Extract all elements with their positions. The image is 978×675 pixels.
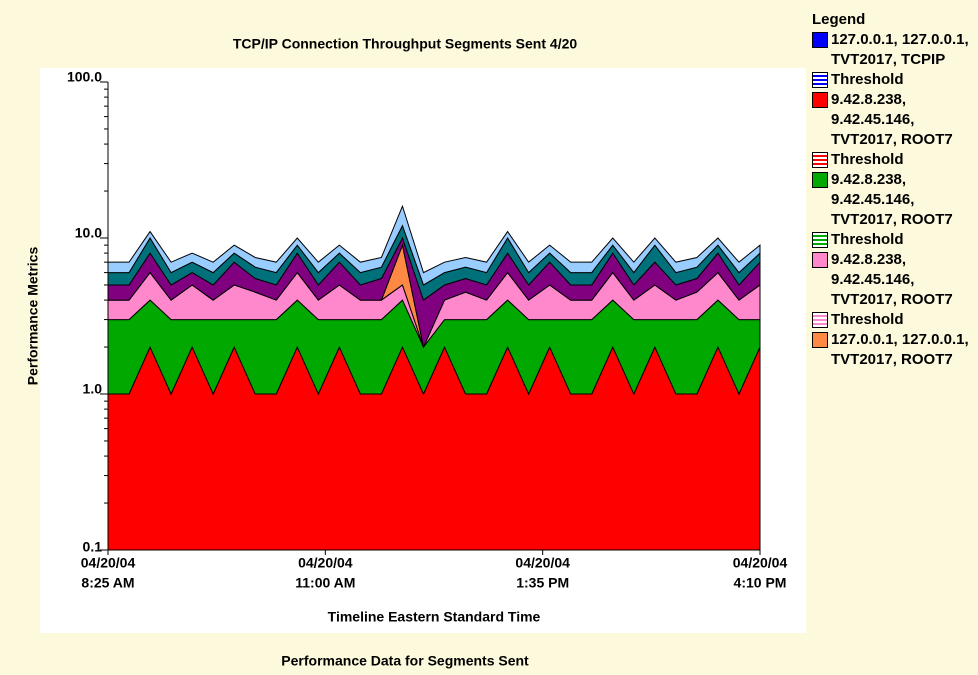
threshold-swatch [812,72,828,88]
legend-label: 9.42.8.238, 9.42.45.146, TVT2017, ROOT7 [831,171,953,228]
threshold-swatch [812,232,828,248]
legend-item: 9.42.8.238, 9.42.45.146, TVT2017, ROOT7 [812,250,978,310]
chart-title: TCP/IP Connection Throughput Segments Se… [233,36,578,52]
x-tick-label: 04/20/04 [733,555,788,571]
legend-item: 127.0.0.1, 127.0.0.1, TVT2017, ROOT7 [812,330,978,370]
legend-label: 9.42.8.238, 9.42.45.146, TVT2017, ROOT7 [831,251,953,308]
y-tick-label: 100.0 [67,69,102,85]
chart: TCP/IP Connection Throughput Segments Se… [25,36,806,669]
x-tick-label: 04/20/04 [81,555,136,571]
legend-item: 9.42.8.238, 9.42.45.146, TVT2017, ROOT7 [812,170,978,230]
threshold-swatch [812,152,828,168]
x-tick-label: 11:00 AM [295,575,355,591]
y-tick-label: 10.0 [75,225,102,241]
subtitle: Performance Data for Segments Sent [281,653,529,669]
legend-item: 127.0.0.1, 127.0.0.1, TVT2017, TCPIP [812,30,978,70]
legend-label: 127.0.0.1, 127.0.0.1, TVT2017, ROOT7 [831,331,969,368]
y-axis-label: Performance Metrics [25,247,41,386]
threshold-swatch [812,312,828,328]
legend-swatch [812,92,828,108]
x-tick-label: 8:25 AM [81,575,134,591]
legend-swatch [812,332,828,348]
legend-item: 9.42.8.238, 9.42.45.146, TVT2017, ROOT7 [812,90,978,150]
x-axis-label: Timeline Eastern Standard Time [328,609,541,625]
legend-title: Legend [812,11,866,28]
y-tick-label: 0.1 [83,539,103,555]
area [107,204,761,286]
x-tick-label: 04/20/04 [298,555,353,571]
legend-item: Threshold [812,230,978,250]
legend-label: 9.42.8.238, 9.42.45.146, TVT2017, ROOT7 [831,91,953,148]
y-tick-label: 1.0 [83,381,103,397]
x-tick-label: 04/20/04 [515,555,570,571]
threshold-label: Threshold [831,311,904,328]
x-tick-label: 4:10 PM [734,575,787,591]
legend-label: 127.0.0.1, 127.0.0.1, TVT2017, TCPIP [831,31,969,68]
threshold-label: Threshold [831,151,904,168]
legend-swatch [812,172,828,188]
legend-swatch [812,252,828,268]
legend: Legend 127.0.0.1, 127.0.0.1, TVT2017, TC… [812,10,978,675]
legend-item: Threshold [812,150,978,170]
threshold-label: Threshold [831,231,904,248]
legend-item: Threshold [812,310,978,330]
x-tick-label: 1:35 PM [516,575,569,591]
legend-swatch [812,32,828,48]
threshold-label: Threshold [831,71,904,88]
legend-item: Threshold [812,70,978,90]
